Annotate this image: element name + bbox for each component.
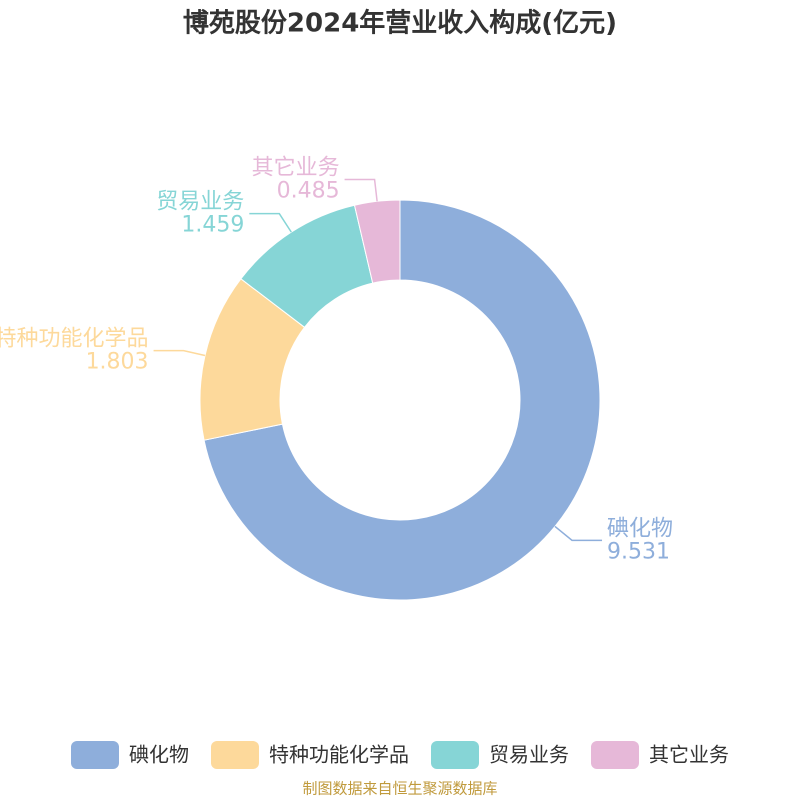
leader-line <box>344 178 378 202</box>
leader-line <box>554 525 603 542</box>
legend-swatch <box>71 741 119 769</box>
legend-swatch <box>591 741 639 769</box>
leader-line <box>153 349 206 357</box>
donut-slice <box>353 199 401 284</box>
slice-label: 贸易业务 <box>156 190 244 215</box>
legend-swatch <box>211 741 259 769</box>
legend-label: 特种功能化学品 <box>269 743 409 767</box>
leader-line <box>249 212 292 233</box>
source-note: 制图数据来自恒生聚源数据库 <box>302 780 497 798</box>
legend-label: 其它业务 <box>649 743 729 767</box>
slice-label: 其它业务 <box>252 155 340 180</box>
chart-title: 博苑股份2024年营业收入构成(亿元) <box>183 8 617 39</box>
legend-label: 碘化物 <box>129 743 189 767</box>
legend-label: 贸易业务 <box>489 743 569 767</box>
slice-label: 特种功能化学品 <box>0 327 149 352</box>
slice-label: 碘化物 <box>607 516 673 541</box>
donut-slice <box>203 199 601 601</box>
value-label: 9.531 <box>607 539 670 564</box>
value-label: 0.485 <box>277 178 340 203</box>
value-label: 1.459 <box>181 213 244 238</box>
value-label: 1.803 <box>86 350 149 375</box>
legend-swatch <box>431 741 479 769</box>
